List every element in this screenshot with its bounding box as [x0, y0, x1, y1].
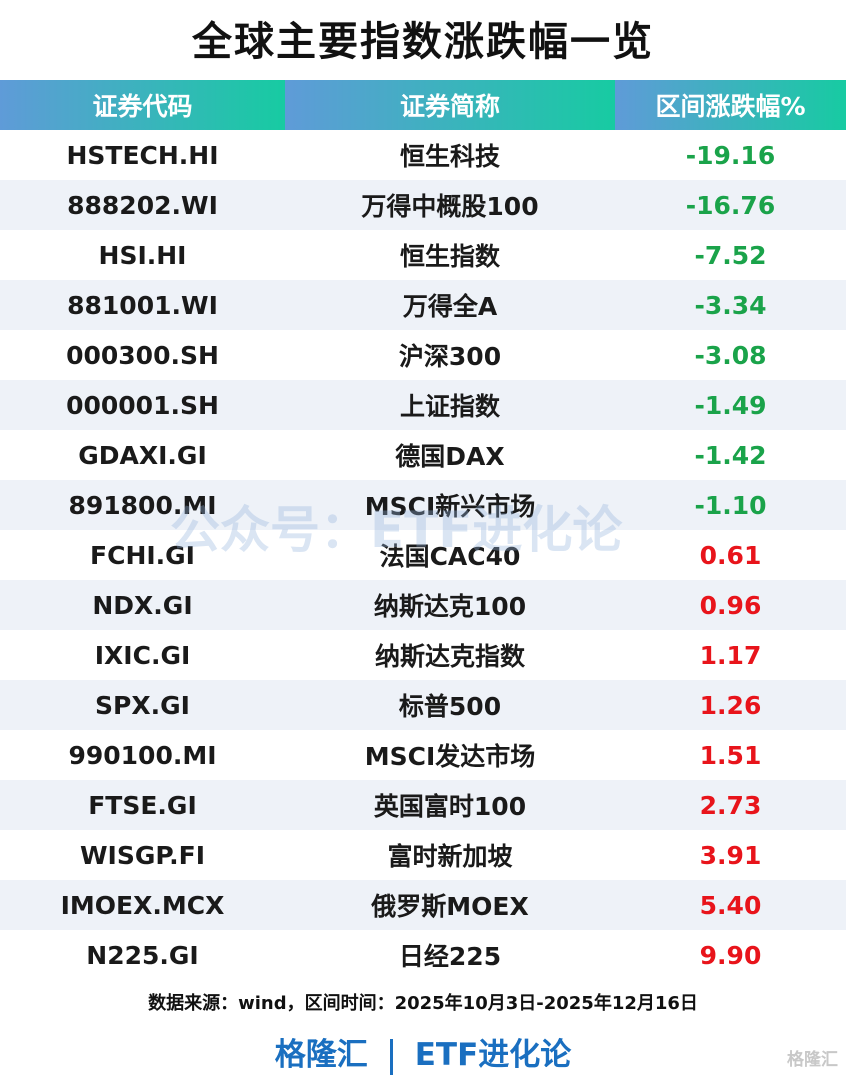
cell-change: -19.16	[685, 140, 776, 170]
cell-code: GDAXI.GI	[78, 440, 207, 470]
cell-code: 891800.MI	[0, 480, 285, 530]
table-row: FTSE.GI 英国富时100 2.73	[0, 780, 846, 830]
cell-name: 俄罗斯MOEX	[285, 880, 615, 930]
cell-code: FTSE.GI	[0, 780, 285, 830]
cell-name: 英国富时100	[285, 780, 615, 830]
index-table: 证券代码 证券简称 区间涨跌幅% HSTECH.HI 恒生科技 -19.16 8882…	[0, 80, 846, 980]
cell-code: NDX.GI	[0, 580, 285, 630]
cell-name: 富时新加坡	[387, 842, 513, 871]
cell-change: -1.10	[615, 480, 846, 530]
cell-change: 1.17	[699, 640, 762, 670]
cell-name: 万得全A	[285, 280, 615, 330]
table-row: 000001.SH 上证指数 -1.49	[0, 380, 846, 430]
brand-footer: 格隆汇 ETF进化论	[0, 1030, 846, 1080]
table-row: IMOEX.MCX 俄罗斯MOEX 5.40	[0, 880, 846, 930]
table-header: 证券代码 证券简称 区间涨跌幅%	[0, 80, 846, 130]
cell-code: 881001.WI	[0, 280, 285, 330]
brand-right: ETF进化论	[414, 1037, 572, 1073]
cell-code: WISGP.FI	[79, 840, 205, 870]
cell-code: SPX.GI	[0, 680, 285, 730]
header-code: 证券代码	[0, 80, 285, 130]
cell-code: 000001.SH	[0, 380, 285, 430]
table-row: 888202.WI 万得中概股100 -16.76	[0, 180, 846, 230]
cell-name: 德国DAX	[395, 442, 505, 471]
cell-change: 2.73	[615, 780, 846, 830]
cell-change: -16.76	[615, 180, 846, 230]
cell-name: 万得中概股100	[285, 180, 615, 230]
cell-change: -3.34	[615, 280, 846, 330]
cell-change: -3.08	[694, 340, 767, 370]
cell-name: 日经225	[398, 942, 502, 971]
cell-change: 0.61	[699, 540, 762, 570]
table-row: 891800.MI MSCI新兴市场 -1.10	[0, 480, 846, 530]
brand-left: 格隆汇	[274, 1037, 368, 1073]
cell-code: FCHI.GI	[90, 540, 195, 570]
cell-change: 0.96	[615, 580, 846, 630]
cell-name: 标普500	[285, 680, 615, 730]
cell-change: -7.52	[694, 240, 767, 270]
table-row: N225.GI 日经225 9.90	[0, 930, 846, 980]
table-row: GDAXI.GI 德国DAX -1.42	[0, 430, 846, 480]
brand-divider	[389, 1038, 393, 1075]
table-row: HSI.HI 恒生指数 -7.52	[0, 230, 846, 280]
table-row: HSTECH.HI 恒生科技 -19.16	[0, 130, 846, 180]
cell-name: 纳斯达克100	[285, 580, 615, 630]
cell-code: 888202.WI	[0, 180, 285, 230]
table-row: IXIC.GI 纳斯达克指数 1.17	[0, 630, 846, 680]
cell-change: 9.90	[699, 940, 762, 970]
cell-name: 上证指数	[285, 380, 615, 430]
cell-name: 沪深300	[398, 342, 502, 371]
cell-name: MSCI发达市场	[364, 742, 536, 771]
cell-change: 5.40	[615, 880, 846, 930]
table-row: WISGP.FI 富时新加坡 3.91	[0, 830, 846, 880]
cell-change: 3.91	[699, 840, 762, 870]
cell-name: 法国CAC40	[379, 542, 521, 571]
header-name: 证券简称	[285, 80, 615, 130]
cell-code: 000300.SH	[66, 340, 219, 370]
corner-logo: 格隆汇	[787, 1050, 838, 1070]
header-change: 区间涨跌幅%	[615, 80, 846, 130]
cell-code: HSI.HI	[98, 240, 187, 270]
cell-code: HSTECH.HI	[66, 140, 219, 170]
cell-name: MSCI新兴市场	[285, 480, 615, 530]
cell-code: IMOEX.MCX	[0, 880, 285, 930]
cell-change: 1.26	[615, 680, 846, 730]
cell-code: N225.GI	[86, 940, 199, 970]
page-title: 全球主要指数涨跌幅一览	[192, 19, 654, 65]
source-note: 数据来源：wind，区间时间：2025年10月3日-2025年12月16日	[148, 993, 698, 1014]
cell-change: -1.49	[615, 380, 846, 430]
cell-change: 1.51	[699, 740, 762, 770]
cell-name: 纳斯达克指数	[374, 642, 525, 671]
table-row: NDX.GI 纳斯达克100 0.96	[0, 580, 846, 630]
table-row: 000300.SH 沪深300 -3.08	[0, 330, 846, 380]
table-row: FCHI.GI 法国CAC40 0.61	[0, 530, 846, 580]
cell-name: 恒生科技	[399, 142, 500, 171]
cell-change: -1.42	[694, 440, 767, 470]
cell-code: IXIC.GI	[94, 640, 191, 670]
cell-name: 恒生指数	[399, 242, 500, 271]
table-row: 881001.WI 万得全A -3.34	[0, 280, 846, 330]
table-row: SPX.GI 标普500 1.26	[0, 680, 846, 730]
cell-code: 990100.MI	[68, 740, 217, 770]
table-row: 990100.MI MSCI发达市场 1.51	[0, 730, 846, 780]
